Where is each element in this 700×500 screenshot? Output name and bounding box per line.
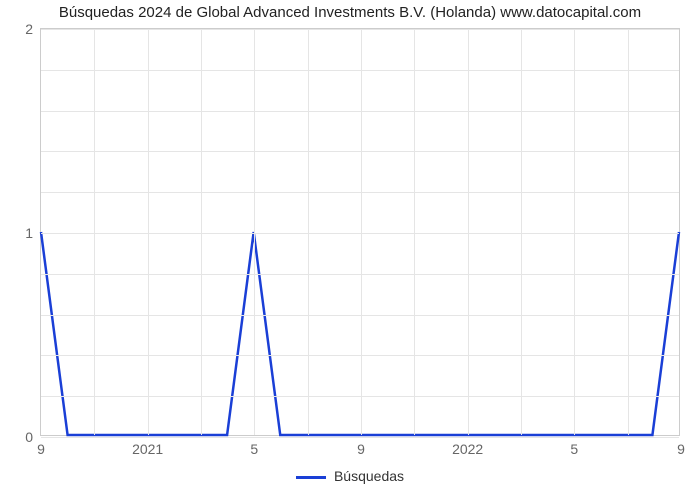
gridline-vertical (201, 29, 202, 435)
x-tick-label: 5 (570, 435, 578, 457)
gridline-vertical (361, 29, 362, 435)
gridline-vertical (468, 29, 469, 435)
gridline-vertical (414, 29, 415, 435)
y-tick-label: 2 (25, 21, 41, 37)
x-tick-label: 9 (677, 435, 685, 457)
gridline-vertical (521, 29, 522, 435)
x-tick-label: 9 (357, 435, 365, 457)
gridline-horizontal (41, 70, 679, 71)
x-tick-label: 2022 (452, 435, 483, 457)
gridline-vertical (628, 29, 629, 435)
gridline-vertical (254, 29, 255, 435)
line-series (41, 29, 679, 435)
gridline-vertical (574, 29, 575, 435)
x-tick-label: 2021 (132, 435, 163, 457)
gridline-vertical (148, 29, 149, 435)
gridline-vertical (94, 29, 95, 435)
chart-container: Búsquedas 2024 de Global Advanced Invest… (0, 0, 700, 500)
gridline-vertical (308, 29, 309, 435)
gridline-horizontal (41, 151, 679, 152)
gridline-horizontal (41, 233, 679, 234)
legend: Búsquedas (0, 468, 700, 484)
gridline-horizontal (41, 29, 679, 30)
legend-swatch (296, 476, 326, 479)
gridline-horizontal (41, 315, 679, 316)
legend-label: Búsquedas (334, 468, 404, 484)
gridline-horizontal (41, 396, 679, 397)
gridline-horizontal (41, 274, 679, 275)
x-tick-label: 9 (37, 435, 45, 457)
gridline-horizontal (41, 355, 679, 356)
x-tick-label: 5 (250, 435, 258, 457)
gridline-horizontal (41, 111, 679, 112)
plot-area: 0129202159202259 (40, 28, 680, 436)
chart-title: Búsquedas 2024 de Global Advanced Invest… (0, 4, 700, 21)
gridline-horizontal (41, 192, 679, 193)
y-tick-label: 1 (25, 225, 41, 241)
